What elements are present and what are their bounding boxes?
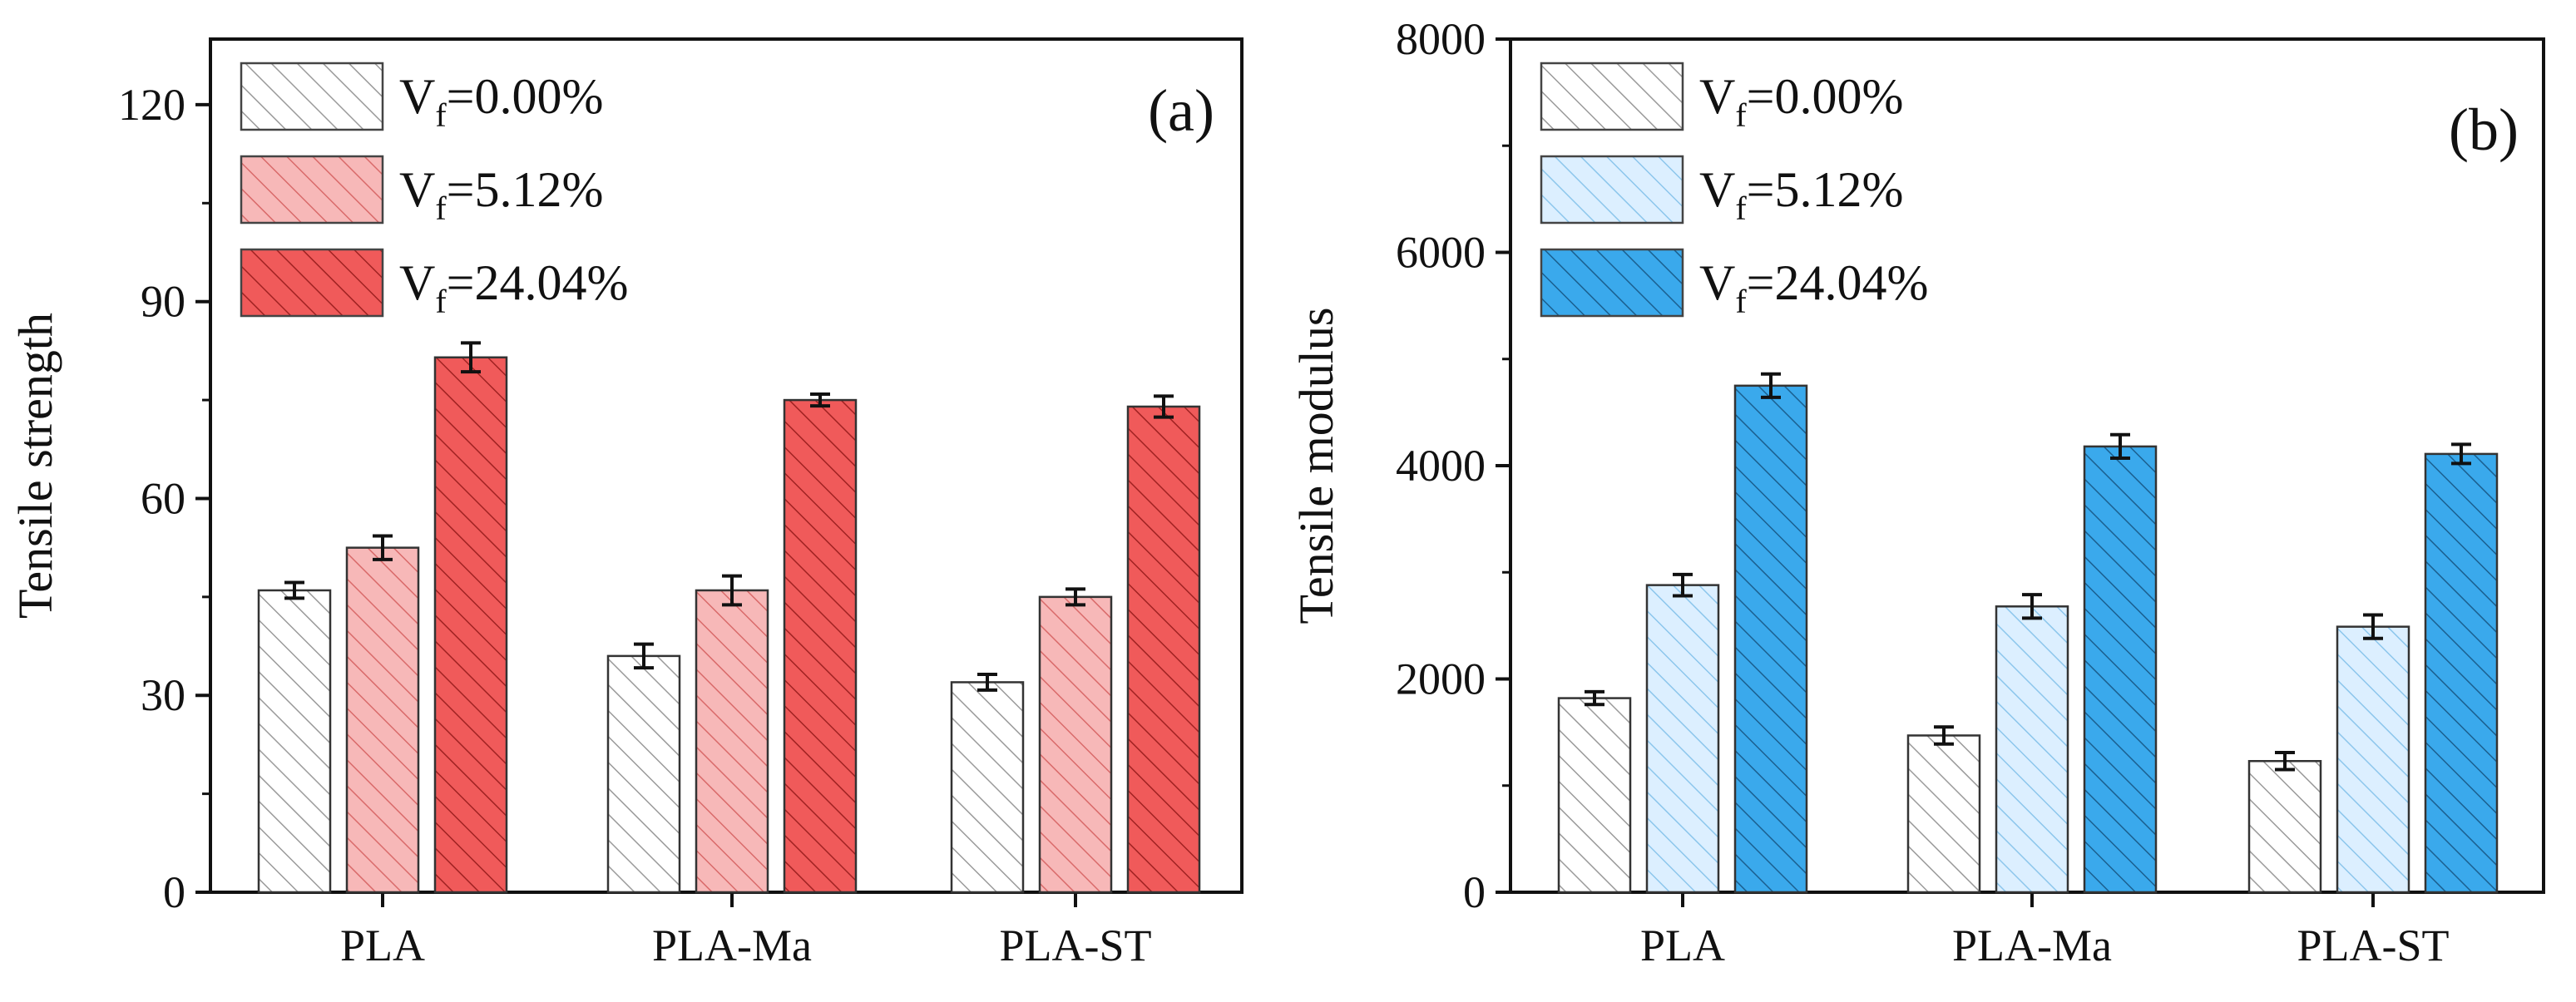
y-tick-label: 60 xyxy=(141,473,185,523)
x-tick-label: PLA xyxy=(1640,921,1725,970)
bar xyxy=(1645,584,1720,894)
legend-swatch xyxy=(1540,155,1684,225)
y-tick-label: 4000 xyxy=(1396,441,1486,491)
legend-entry: Vf=0.00% xyxy=(399,69,604,134)
bar xyxy=(2424,452,2499,894)
y-tick-label: 90 xyxy=(141,277,185,327)
x-tick-label: PLA xyxy=(340,921,425,970)
y-tick-label: 0 xyxy=(163,867,185,917)
legend-entry: Vf=5.12% xyxy=(399,162,604,227)
bar xyxy=(783,398,858,894)
y-tick-label: 6000 xyxy=(1396,228,1486,278)
y-tick-label: 8000 xyxy=(1396,14,1486,64)
y-tick-label: 30 xyxy=(141,670,185,720)
y-axis-label: Tensile modulus xyxy=(1289,308,1343,624)
bar xyxy=(257,589,332,894)
x-tick-label: PLA-Ma xyxy=(1952,921,2112,970)
bar xyxy=(1126,405,1201,894)
bar xyxy=(2247,760,2322,894)
y-tick-label: 0 xyxy=(1463,867,1486,917)
legend-swatch xyxy=(240,62,384,131)
bar xyxy=(950,681,1025,894)
bar xyxy=(695,589,769,894)
y-tick-label: 120 xyxy=(118,80,185,130)
x-tick-label: PLA-ST xyxy=(999,921,1151,970)
bar xyxy=(1733,384,1808,894)
bar xyxy=(2336,625,2410,894)
bar xyxy=(2083,445,2158,894)
bar xyxy=(606,654,681,894)
legend-entry: Vf=24.04% xyxy=(1699,255,1929,320)
legend-entry: Vf=24.04% xyxy=(399,255,629,320)
bar xyxy=(1906,734,1981,894)
x-tick-label: PLA-ST xyxy=(2297,921,2449,970)
legend-swatch xyxy=(1540,62,1684,131)
panel-label: (a) xyxy=(1148,77,1214,144)
legend-swatch xyxy=(1540,248,1684,318)
legend-swatch xyxy=(240,155,384,225)
bar xyxy=(1557,697,1632,894)
panel-b-tensile-modulus: 0 2000 4000 6000 8000 Tensile modulus PLA PLA-M… xyxy=(1289,14,2545,970)
panel-label: (b) xyxy=(2449,96,2519,163)
bar xyxy=(1995,605,2069,894)
legend-entry: Vf=5.12% xyxy=(1699,162,1904,227)
bar xyxy=(433,356,508,894)
y-tick-label: 2000 xyxy=(1396,654,1486,704)
bar xyxy=(345,546,420,894)
x-tick-label: PLA-Ma xyxy=(652,921,812,970)
y-axis-label: Tensile strength xyxy=(8,313,62,619)
bar xyxy=(1038,595,1113,894)
legend-swatch xyxy=(240,248,384,318)
legend-entry: Vf=0.00% xyxy=(1699,69,1904,134)
panel-a-tensile-strength: 0 30 60 90 120 Tensile strength PLA PLA-Ma PLA-S… xyxy=(8,37,1244,970)
